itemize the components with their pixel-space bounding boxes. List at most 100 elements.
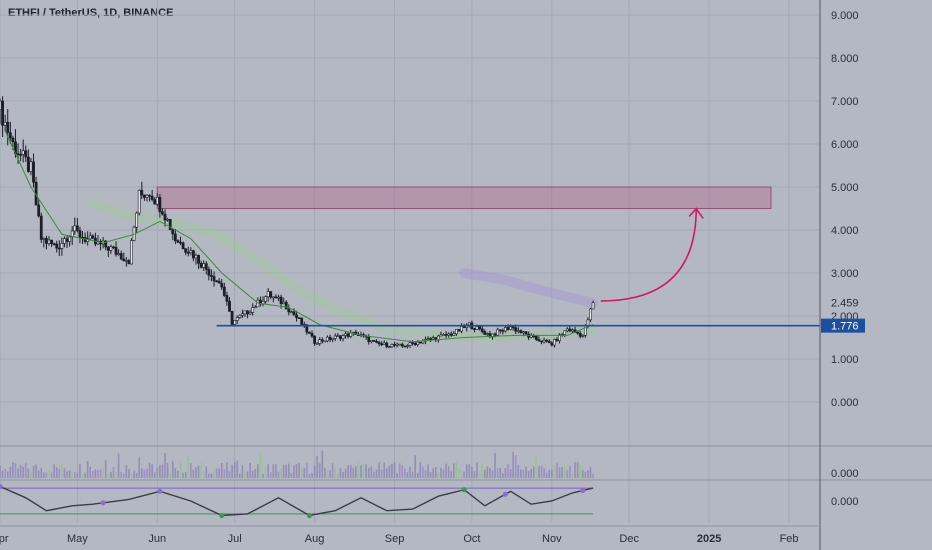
- candle-body: [184, 248, 188, 253]
- candle-body: [516, 330, 520, 332]
- volume-bar: [478, 472, 481, 478]
- candle-body: [233, 320, 237, 325]
- volume-bar: [17, 468, 19, 478]
- volume-bar: [125, 465, 128, 478]
- candle-body: [509, 326, 512, 330]
- candle-body: [380, 343, 384, 346]
- candle-body: [279, 296, 283, 305]
- candle-body: [447, 333, 451, 336]
- volume-bar: [174, 468, 177, 478]
- volume-bar: [262, 473, 264, 478]
- time-tick-label: Nov: [542, 533, 562, 545]
- candle-body: [50, 239, 53, 245]
- candle-body: [398, 343, 402, 346]
- volume-bar: [318, 463, 321, 478]
- volume-bar: [571, 473, 574, 478]
- candle-body: [545, 339, 549, 342]
- price-tick-label: 1.000: [831, 354, 859, 366]
- volume-bar: [128, 468, 130, 478]
- candle-body: [333, 335, 337, 339]
- volume-bar: [254, 468, 257, 478]
- candle-body: [591, 302, 595, 310]
- volume-bar: [275, 464, 277, 478]
- candle-body: [166, 219, 170, 221]
- time-tick-label: Aug: [305, 533, 325, 545]
- volume-bar: [566, 470, 569, 478]
- time-tick-label: Jul: [228, 533, 242, 545]
- volume-bar: [543, 468, 545, 478]
- volume-bar: [267, 464, 269, 478]
- volume-bar: [228, 470, 231, 478]
- volume-bar: [465, 464, 468, 478]
- volume-bar: [6, 471, 9, 478]
- candle-body: [179, 241, 182, 244]
- time-tick-label: Jun: [148, 533, 166, 545]
- candle-body: [390, 344, 394, 348]
- volume-bar: [197, 465, 200, 478]
- volume-bar: [447, 466, 450, 478]
- candle-body: [400, 343, 404, 347]
- candle-body: [550, 342, 554, 346]
- candle-body: [522, 331, 525, 334]
- volume-bar: [89, 466, 92, 478]
- candle-body: [418, 341, 422, 344]
- candle-body: [586, 319, 590, 326]
- candle-body: [39, 215, 43, 240]
- volume-bar: [311, 473, 313, 478]
- volume-bar: [388, 465, 391, 478]
- time-axis[interactable]: Apr May Jun Jul Aug Sep Oct Nov Dec 2025 Feb: [0, 533, 799, 545]
- volume-bar: [468, 464, 471, 478]
- volume-bar: [584, 471, 587, 478]
- candle-body: [375, 340, 378, 343]
- volume-bar: [53, 464, 55, 478]
- price-axis[interactable]: 9.0008.0007.0006.0005.0004.0003.0002.000…: [821, 10, 865, 508]
- oscillator-signal-dot: [219, 512, 225, 519]
- volume-bar: [200, 462, 202, 478]
- volume-bar: [563, 464, 566, 478]
- candle-body: [181, 242, 185, 249]
- candle-body: [88, 235, 92, 240]
- volume-bar: [419, 462, 422, 478]
- volume-bar: [9, 467, 12, 478]
- candle-body: [194, 255, 198, 259]
- candle-body: [3, 121, 7, 126]
- volume-bar: [19, 464, 22, 478]
- candle-body: [199, 262, 203, 268]
- volume-bar: [540, 465, 543, 478]
- price-tick-label: 5.000: [831, 182, 859, 194]
- volume-bar: [30, 471, 32, 478]
- candle-body: [204, 263, 208, 270]
- volume-bar: [37, 470, 40, 478]
- volume-bar: [218, 468, 220, 478]
- candle-body: [308, 331, 311, 334]
- candle-body: [467, 322, 471, 326]
- volume-bar: [135, 472, 138, 478]
- volume-bar: [383, 462, 386, 478]
- volume-bar: [300, 466, 303, 478]
- volume-bar: [50, 472, 53, 478]
- candle-body: [251, 307, 255, 313]
- candle-body: [501, 330, 505, 332]
- candle-body: [462, 326, 466, 328]
- price-tick-label: 7.000: [831, 96, 859, 108]
- volume-bar: [269, 472, 272, 478]
- candle-body: [114, 247, 118, 255]
- candle-body: [478, 326, 482, 330]
- volume-bar: [81, 473, 84, 478]
- volume-bar: [195, 467, 197, 478]
- candle-body: [246, 310, 249, 315]
- volume-bar: [517, 465, 520, 478]
- volume-bar: [409, 466, 411, 478]
- volume-bar: [380, 469, 383, 478]
- volume-bar: [159, 465, 161, 478]
- volume-bar: [349, 465, 352, 478]
- candle-body: [158, 196, 162, 213]
- candle-body: [406, 345, 409, 347]
- candle-body: [341, 335, 345, 339]
- candle-body: [473, 328, 476, 330]
- candle-body: [547, 340, 551, 344]
- volume-bar: [161, 464, 164, 478]
- volume-bar: [285, 464, 288, 478]
- volume-bar: [406, 472, 409, 478]
